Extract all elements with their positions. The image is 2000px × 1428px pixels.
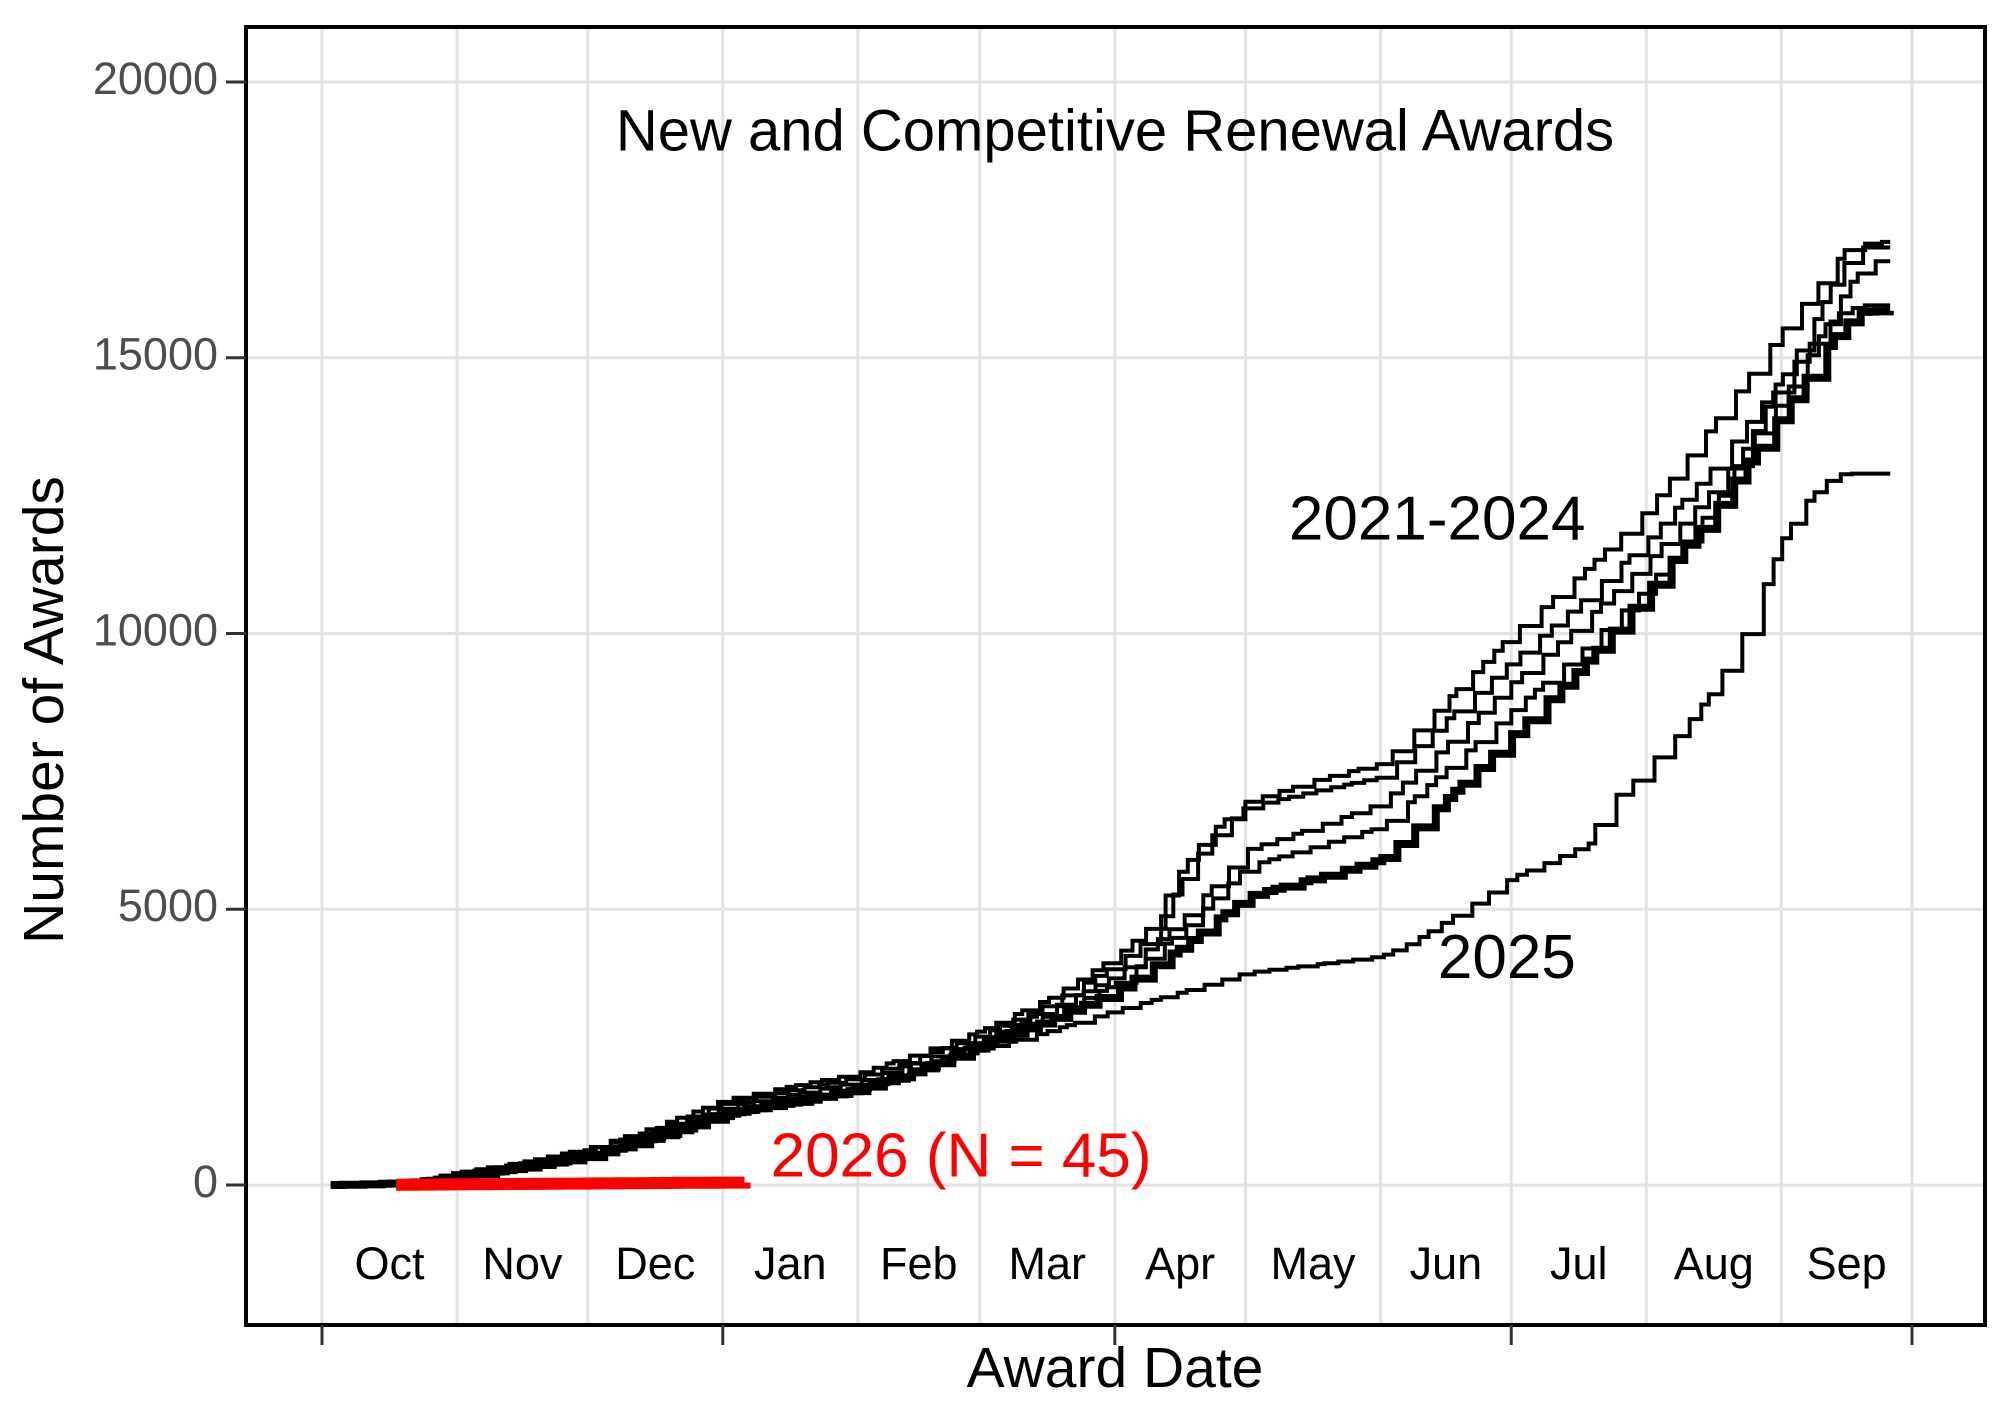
- axis-tick-labels: 0 5000 10000 15000 20000 Oct Nov Dec Jan Feb Mar Ap…: [93, 53, 1887, 1289]
- data-series: [330, 239, 1894, 1191]
- x-axis-month-label: Apr: [1145, 1238, 1215, 1289]
- x-axis-title: Award Date: [967, 1336, 1264, 1400]
- chart-title: New and Competitive Renewal Awards: [616, 98, 1614, 163]
- y-axis-tick-label: 10000: [93, 604, 218, 655]
- x-axis-month-label: Jan: [754, 1238, 827, 1289]
- y-axis-tick-label: 20000: [93, 53, 218, 104]
- x-axis-month-label: Oct: [355, 1238, 426, 1289]
- axis-tick-marks: [226, 80, 1914, 1345]
- x-axis-month-label: Jul: [1550, 1238, 1608, 1289]
- annotation-label: 2021-2024: [1289, 485, 1586, 554]
- x-axis-month-label: Nov: [482, 1238, 563, 1289]
- line-annotations: 2021-2024 2025 2026 (N = 45): [771, 485, 1586, 1191]
- y-axis-tick-label: 0: [193, 1156, 218, 1207]
- x-axis-month-label: Dec: [615, 1238, 695, 1289]
- x-axis-month-label: May: [1271, 1238, 1357, 1289]
- x-axis-month-label: Mar: [1009, 1238, 1087, 1289]
- x-axis-month-label: Jun: [1410, 1238, 1483, 1289]
- y-axis-tick-label: 15000: [93, 329, 218, 380]
- y-axis-title: Number of Awards: [12, 476, 76, 944]
- x-axis-month-label: Aug: [1674, 1238, 1754, 1289]
- y-axis-tick-label: 5000: [118, 880, 218, 931]
- series-line-2026: [396, 1176, 751, 1191]
- annotation-label: 2026 (N = 45): [771, 1122, 1152, 1191]
- annotation-label: 2025: [1438, 923, 1576, 992]
- series-line-2025: [330, 471, 1891, 1187]
- x-axis-month-label: Feb: [880, 1238, 958, 1289]
- gridlines: [246, 27, 1985, 1325]
- x-axis-month-label: Sep: [1807, 1238, 1887, 1289]
